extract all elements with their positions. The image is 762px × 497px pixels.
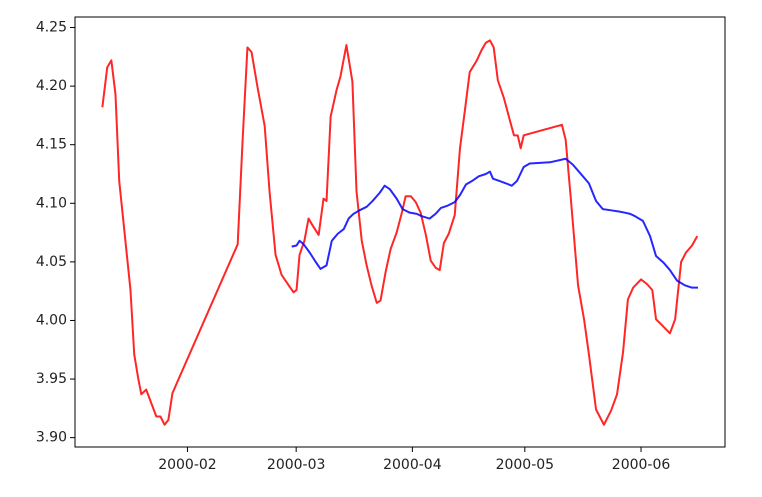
y-tick-label: 4.00 [36,312,67,328]
plot-frame [74,16,726,448]
x-tick-label: 2000-06 [612,457,671,473]
y-tick-label: 4.20 [36,78,67,94]
y-tick-label: 4.15 [36,137,67,153]
y-tick-label: 3.95 [36,371,67,387]
line-series [291,157,699,289]
y-tick-label: 3.90 [36,430,67,446]
y-tick-label: 4.25 [36,20,67,36]
x-tick-label: 2000-02 [158,457,217,473]
x-tick-label: 2000-03 [267,457,326,473]
line-series [101,39,699,426]
x-tick-label: 2000-04 [383,457,442,473]
y-tick-label: 4.10 [36,195,67,211]
y-tick-label: 4.05 [36,254,67,270]
x-tick-label: 2000-05 [496,457,555,473]
